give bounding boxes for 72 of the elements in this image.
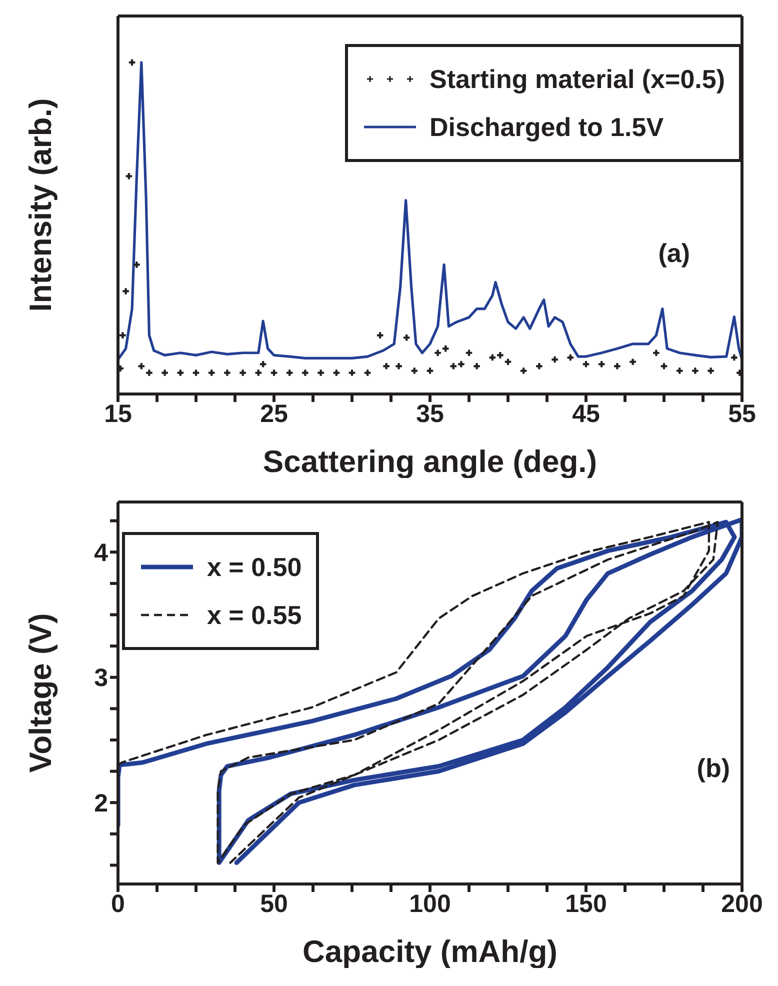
annotation: (b): [696, 753, 730, 784]
point: [126, 173, 132, 180]
point: [302, 370, 308, 376]
point: [474, 363, 480, 370]
point: [286, 370, 293, 376]
y-axis-title: Voltage (V): [23, 613, 58, 773]
legend-label: x = 0.55: [207, 600, 302, 630]
point: [122, 288, 129, 294]
point: [146, 370, 152, 376]
point: [128, 59, 136, 66]
y-tick-label: 4: [94, 538, 108, 567]
y-tick-label: 2: [94, 789, 108, 818]
point: [653, 350, 660, 356]
point: [134, 262, 140, 268]
point: [411, 368, 418, 374]
point: [614, 363, 620, 370]
point: [255, 370, 262, 376]
point: [260, 361, 266, 368]
point: [442, 345, 449, 352]
legend-label: Starting material (x=0.5): [430, 64, 725, 94]
point: [660, 363, 668, 370]
point: [208, 370, 215, 376]
point: [692, 368, 698, 374]
point: [731, 354, 738, 361]
x-tick-label: 100: [409, 890, 451, 918]
point: [458, 361, 464, 368]
point: [567, 354, 574, 361]
x-tick-label: 45: [572, 400, 600, 428]
x-tick-label: 50: [260, 890, 288, 918]
y-tick-label: 3: [94, 664, 108, 692]
x-tick-label: 15: [104, 400, 132, 428]
x-tick-label: 150: [565, 890, 607, 918]
point: [177, 370, 184, 376]
point: [434, 350, 441, 356]
point: [630, 358, 636, 365]
point: [450, 363, 457, 370]
legend-label: Discharged to 1.5V: [430, 112, 664, 142]
x-tick-label: 25: [260, 400, 288, 428]
point: [489, 354, 496, 361]
point: [403, 334, 410, 341]
x-tick-label: 200: [721, 890, 763, 918]
x-tick-label: 35: [416, 400, 444, 428]
x-tick-label: 55: [728, 400, 756, 428]
point: [536, 363, 542, 370]
point: [333, 370, 340, 376]
point: [364, 370, 371, 376]
annotation: (a): [658, 238, 690, 269]
point: [348, 370, 356, 376]
point: [224, 370, 230, 376]
point: [582, 361, 590, 368]
point: [318, 370, 324, 376]
x-tick-label: 0: [111, 890, 125, 918]
point: [138, 363, 145, 370]
point: [552, 356, 558, 363]
point: [708, 368, 714, 374]
point: [466, 350, 472, 356]
y-axis-title: Intensity (arb.): [23, 98, 58, 312]
point: [676, 368, 683, 374]
point: [497, 352, 504, 358]
point: [192, 370, 200, 376]
legend-label: x = 0.50: [207, 552, 302, 582]
point: [240, 370, 246, 376]
point: [383, 363, 390, 370]
point: [520, 368, 527, 374]
point: [120, 332, 126, 338]
point: [426, 368, 434, 374]
point: [162, 370, 168, 376]
point: [396, 363, 402, 370]
point: [376, 332, 384, 338]
point: [504, 358, 512, 365]
point: [270, 370, 278, 376]
point: [598, 361, 605, 368]
